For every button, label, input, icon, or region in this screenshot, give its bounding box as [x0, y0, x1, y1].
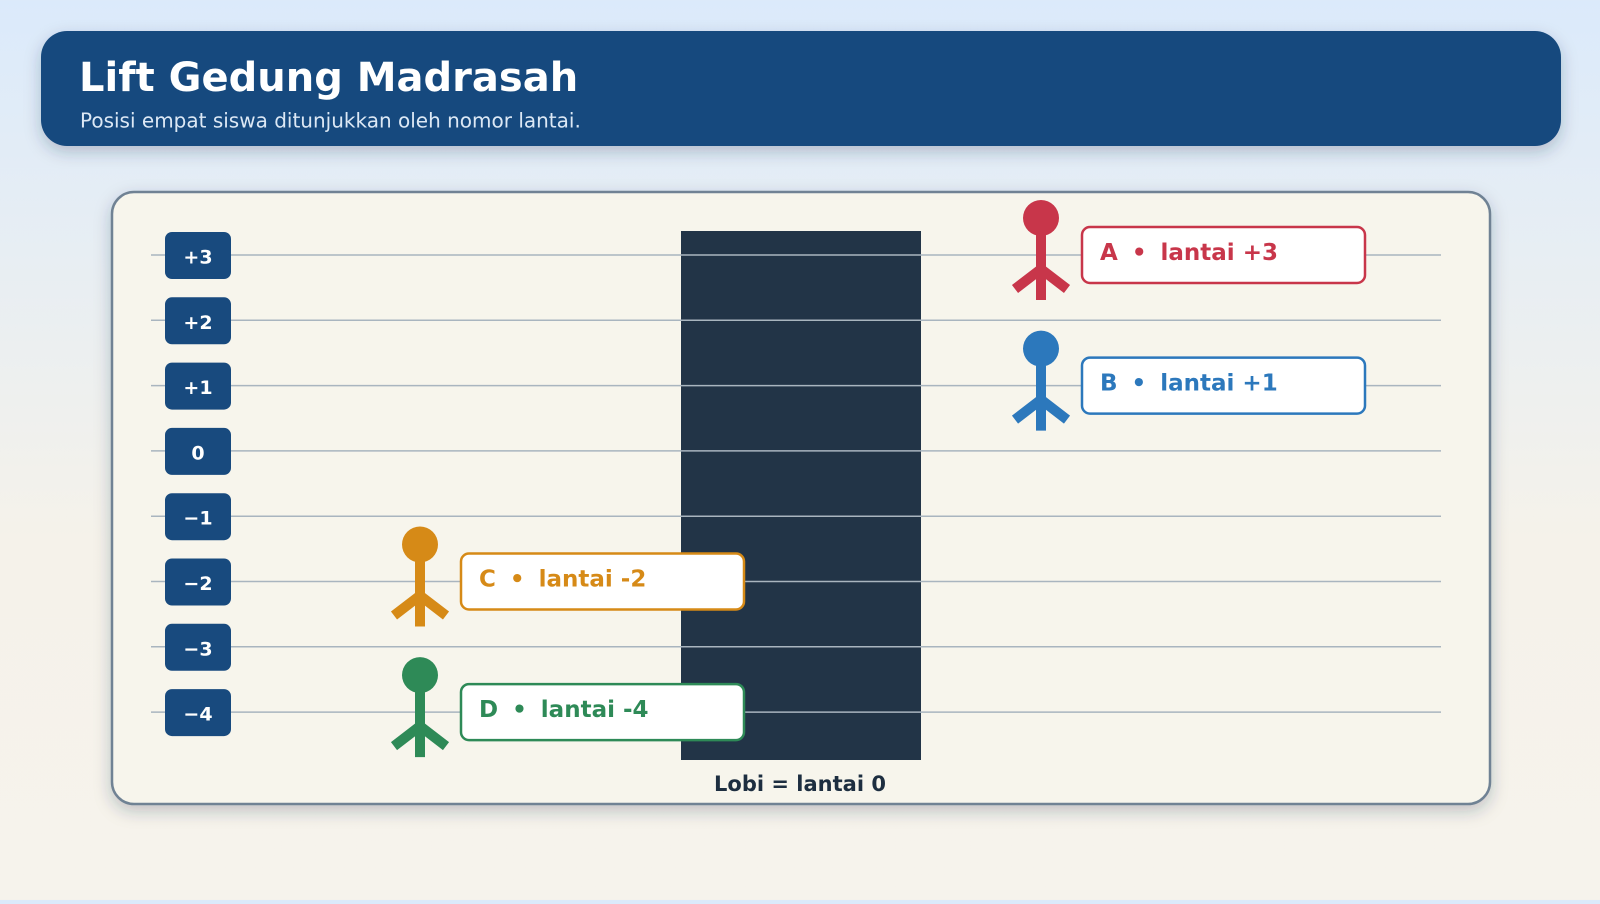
student-letter: C — [479, 566, 496, 592]
student-card — [1080, 356, 1367, 415]
floor-badge — [165, 362, 231, 410]
floor-label: −4 — [183, 704, 212, 726]
floor-label: −3 — [183, 638, 212, 660]
student-label: A • lantai +3 — [1100, 240, 1278, 266]
student-head — [402, 526, 438, 563]
student-card — [459, 682, 746, 742]
separator: • — [1132, 370, 1147, 396]
floors-layer: +3 +2 +1 0 −1 −2 −3 −4 A • lantai +3 B • lantai +1 C • l… — [151, 200, 1441, 758]
floor-badge — [165, 297, 231, 345]
student-body — [1011, 235, 1071, 300]
student: A • lantai +3 — [1011, 200, 1367, 300]
student: C • lantai -2 — [390, 526, 746, 627]
student-label: B • lantai +1 — [1100, 370, 1278, 396]
student-letter: D — [479, 697, 498, 723]
student-body — [390, 692, 450, 758]
floor-badge — [165, 232, 231, 279]
floor-label: +2 — [183, 312, 212, 334]
floor-badge — [165, 427, 231, 475]
student-body — [1011, 365, 1071, 431]
student-head — [402, 657, 438, 694]
floor-label: 0 — [191, 442, 204, 464]
floor-badge — [165, 623, 231, 671]
student: B • lantai +1 — [1011, 330, 1367, 431]
lift-shaft — [681, 231, 921, 760]
lift-caption: Lobi = lantai 0 — [714, 772, 886, 796]
student-body — [390, 561, 450, 627]
header-bar — [41, 31, 1561, 146]
floor-label: −2 — [183, 573, 212, 595]
student-card — [459, 552, 746, 611]
floor-label: +3 — [183, 247, 212, 269]
student-floor-text: lantai -2 — [539, 566, 647, 592]
floor-label: −1 — [183, 508, 212, 530]
student-floor-text: lantai +3 — [1161, 240, 1278, 266]
student-card — [1080, 225, 1367, 285]
floor-label: +1 — [183, 377, 212, 399]
separator: • — [510, 566, 525, 592]
student: D • lantai -4 — [390, 657, 746, 758]
separator: • — [512, 697, 527, 723]
floor-badge — [165, 493, 231, 541]
subtitle: Posisi empat siswa ditunjukkan oleh nomo… — [80, 109, 581, 133]
student-label: C • lantai -2 — [479, 566, 646, 592]
floor-badge — [165, 558, 231, 606]
student-letter: B — [1100, 370, 1118, 396]
student-letter: A — [1100, 240, 1118, 266]
floor-badge — [165, 689, 231, 737]
student-head — [1023, 330, 1059, 367]
student-floor-text: lantai +1 — [1160, 370, 1277, 396]
student-head — [1023, 200, 1059, 236]
student-label: D • lantai -4 — [479, 697, 649, 723]
separator: • — [1132, 240, 1147, 266]
student-floor-text: lantai -4 — [541, 697, 649, 723]
title: Lift Gedung Madrasah — [79, 55, 578, 101]
